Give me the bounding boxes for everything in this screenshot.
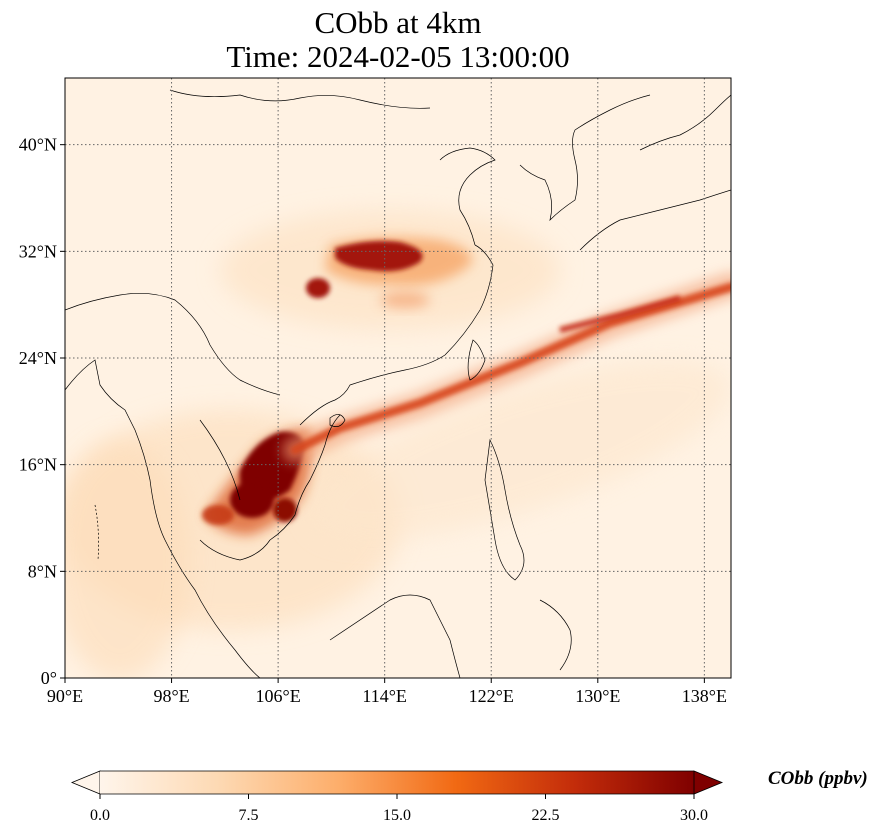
coastline-hainan xyxy=(329,414,346,427)
map-title: CObb at 4km Time: 2024-02-05 13:00:00 xyxy=(65,6,731,74)
lat-tick-label-2: 16°N xyxy=(19,455,57,475)
lon-tick-label-5: 130°E xyxy=(575,686,620,706)
coastline-japan-south xyxy=(579,189,731,251)
fire-region-east xyxy=(273,498,297,522)
colorbar-extend-max xyxy=(693,770,724,795)
haze-pacific xyxy=(309,361,731,539)
border-mongolia xyxy=(169,89,431,109)
coastline-south-china xyxy=(299,244,494,426)
plume-central-china-south xyxy=(380,292,430,308)
lon-tick-label-2: 106°E xyxy=(256,686,301,706)
coastline-taiwan xyxy=(467,339,486,381)
lon-tick-label-4: 122°E xyxy=(469,686,514,706)
colorbar-bar xyxy=(100,771,694,794)
lon-tick-label-1: 98°E xyxy=(153,686,189,706)
coastline-japan-north xyxy=(639,94,731,151)
transport-plume-core xyxy=(290,282,731,455)
lat-tick-label-0: 0° xyxy=(41,668,57,688)
colorbar-tick-label-2: 15.0 xyxy=(383,807,411,824)
coastline-sulawesi xyxy=(539,599,572,671)
plume-central-china-west xyxy=(306,278,330,298)
lat-tick-label-3: 24°N xyxy=(19,348,57,368)
lat-tick-label-1: 8°N xyxy=(28,561,57,581)
colorbar-label: CObb (ppbv) xyxy=(768,768,868,789)
border-thailand-laos xyxy=(199,419,241,501)
colorbar-tick-label-4: 30.0 xyxy=(680,807,708,824)
concentration-field xyxy=(65,210,731,678)
colorbar: 0.0 7.5 15.0 22.5 30.0 xyxy=(70,770,724,824)
coastline-philippines xyxy=(484,438,525,581)
fire-region-south xyxy=(230,482,274,518)
lat-tick-label-4: 32°N xyxy=(19,241,57,261)
gridlines xyxy=(65,78,731,678)
transport-plume-dark xyxy=(559,295,681,333)
lon-axis: 90°E 98°E 106°E 114°E 122°E 130°E 138°E xyxy=(47,678,727,706)
title-line-2: Time: 2024-02-05 13:00:00 xyxy=(226,39,570,74)
colorbar-tick-label-3: 22.5 xyxy=(532,807,560,824)
coastline-gulf-of-thailand xyxy=(199,414,341,561)
lat-axis: 0° 8°N 16°N 24°N 32°N 40°N xyxy=(19,135,65,688)
colorbar-ticks: 0.0 7.5 15.0 22.5 30.0 xyxy=(90,794,708,824)
coastline-east-china xyxy=(439,147,496,246)
colorbar-tick-label-1: 7.5 xyxy=(239,807,259,824)
coastline-andaman xyxy=(94,504,99,561)
coastline-korea xyxy=(519,94,651,222)
coastline-myanmar-malay xyxy=(65,359,261,678)
map-frame xyxy=(64,77,732,679)
lon-tick-label-3: 114°E xyxy=(362,686,407,706)
lon-tick-label-0: 90°E xyxy=(47,686,83,706)
lon-tick-label-6: 138°E xyxy=(682,686,727,706)
coastlines xyxy=(65,89,731,678)
fire-region-west xyxy=(202,505,234,525)
colorbar-tick-label-0: 0.0 xyxy=(90,807,110,824)
plume-central-china-core xyxy=(335,240,423,272)
coastline-borneo xyxy=(329,594,461,678)
lat-tick-label-5: 40°N xyxy=(19,135,57,155)
haze-bay-of-bengal xyxy=(65,440,190,678)
colorbar-extend-min xyxy=(70,770,101,795)
border-himalaya xyxy=(65,293,281,396)
title-line-1: CObb at 4km xyxy=(314,5,482,40)
